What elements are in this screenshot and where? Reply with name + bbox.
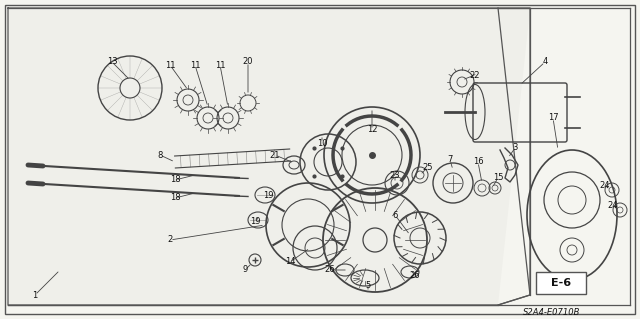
Text: 17: 17 [548, 114, 558, 122]
Text: 14: 14 [285, 257, 295, 266]
Text: 4: 4 [542, 57, 548, 66]
Text: 24: 24 [608, 201, 618, 210]
Text: 18: 18 [170, 175, 180, 184]
Text: 2: 2 [168, 235, 173, 244]
Text: S2A4-E0710B: S2A4-E0710B [523, 308, 580, 317]
Text: 6: 6 [392, 211, 397, 219]
Text: 26: 26 [324, 265, 335, 275]
Text: 13: 13 [107, 57, 117, 66]
Text: 20: 20 [243, 57, 253, 66]
Text: 12: 12 [367, 125, 377, 135]
Text: 26: 26 [410, 271, 420, 279]
Text: 7: 7 [447, 155, 452, 165]
Text: 1: 1 [33, 291, 38, 300]
Text: 16: 16 [473, 158, 483, 167]
Text: 3: 3 [512, 144, 518, 152]
Text: 24: 24 [600, 181, 611, 189]
Text: 18: 18 [170, 194, 180, 203]
Text: 19: 19 [263, 190, 273, 199]
Text: 8: 8 [157, 151, 163, 160]
Text: 21: 21 [269, 151, 280, 160]
Text: 5: 5 [365, 280, 371, 290]
Text: 11: 11 [164, 61, 175, 70]
Text: 11: 11 [215, 61, 225, 70]
Text: 22: 22 [470, 70, 480, 79]
Text: 15: 15 [493, 174, 503, 182]
Text: E-6: E-6 [551, 278, 571, 288]
Text: 19: 19 [250, 218, 260, 226]
Text: 10: 10 [317, 138, 327, 147]
Text: 23: 23 [390, 170, 400, 180]
Text: 11: 11 [189, 61, 200, 70]
Polygon shape [8, 8, 530, 305]
Text: 25: 25 [423, 162, 433, 172]
Text: 9: 9 [243, 265, 248, 275]
FancyBboxPatch shape [536, 272, 586, 294]
